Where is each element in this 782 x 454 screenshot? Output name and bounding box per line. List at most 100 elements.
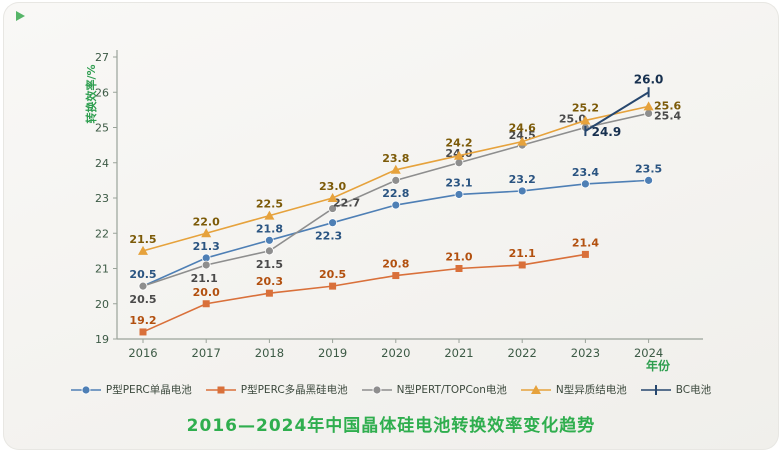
data-label: 24.9 bbox=[592, 125, 622, 139]
data-label: 23.0 bbox=[319, 180, 346, 193]
data-label: 21.1 bbox=[191, 272, 218, 285]
marker-square bbox=[329, 282, 337, 290]
x-tick-label: 2017 bbox=[192, 346, 221, 360]
data-label: 22.0 bbox=[193, 215, 220, 228]
data-label: 23.2 bbox=[509, 173, 536, 186]
legend-label: P型PERC单晶电池 bbox=[105, 384, 192, 396]
legend-label: N型异质结电池 bbox=[555, 384, 627, 396]
series-line bbox=[142, 253, 586, 333]
y-tick-label: 25 bbox=[95, 122, 109, 135]
legend-item: BC电池 bbox=[640, 382, 712, 397]
data-label: 25.6 bbox=[654, 99, 681, 112]
data-label: 22.7 bbox=[333, 197, 360, 210]
marker-square bbox=[217, 386, 225, 393]
legend-circle-icon bbox=[70, 385, 101, 394]
marker-square bbox=[202, 300, 210, 308]
marker-circle bbox=[454, 190, 464, 199]
x-tick-label: 2021 bbox=[444, 346, 473, 360]
data-label: 25.4 bbox=[654, 109, 681, 122]
data-label: 19.2 bbox=[129, 314, 156, 327]
data-label: 20.3 bbox=[256, 275, 283, 288]
x-tick-label: 2016 bbox=[128, 346, 157, 360]
marker-triangle bbox=[454, 150, 464, 160]
marker-triangle bbox=[580, 115, 591, 125]
legend-label: BC电池 bbox=[675, 384, 712, 396]
legend-label: N型PERT/TOPCon电池 bbox=[396, 384, 507, 396]
marker-circle bbox=[81, 385, 91, 394]
marker-circle bbox=[328, 218, 338, 228]
marker-circle bbox=[644, 175, 653, 185]
marker-square bbox=[518, 261, 526, 269]
marker-square bbox=[265, 289, 273, 297]
data-label: 24.6 bbox=[509, 122, 536, 135]
legend-item: P型PERC多晶黑硅电池 bbox=[205, 382, 348, 397]
x-tick-label: 2023 bbox=[571, 346, 600, 360]
legend-item: N型PERT/TOPCon电池 bbox=[361, 382, 507, 397]
chart-title: 2016—2024年中国晶体硅电池转换效率变化趋势 bbox=[186, 416, 596, 436]
y-tick-label: 21 bbox=[95, 263, 109, 276]
legend-tick-icon bbox=[640, 384, 671, 395]
marker-triangle bbox=[517, 136, 528, 146]
legend-triangle-icon bbox=[520, 384, 551, 394]
legend-item: N型异质结电池 bbox=[520, 382, 627, 397]
data-label: 20.5 bbox=[319, 268, 346, 281]
data-label: 22.8 bbox=[382, 187, 409, 200]
marker-circle bbox=[517, 186, 527, 196]
data-label: 20.5 bbox=[129, 268, 156, 281]
y-tick-label: 24 bbox=[95, 157, 109, 170]
marker-triangle bbox=[643, 101, 654, 111]
data-label: 21.1 bbox=[509, 247, 536, 260]
marker-circle bbox=[391, 200, 401, 210]
data-label: 22.3 bbox=[315, 230, 342, 243]
legend-square-icon bbox=[205, 386, 236, 393]
chart-card: 19 20 21 22 23 24 25 26 27 2016 2017 2018 2019 2020 20… bbox=[3, 2, 779, 450]
marker-triangle bbox=[390, 164, 401, 174]
data-label: 21.3 bbox=[193, 240, 220, 253]
data-label: 20.5 bbox=[129, 293, 156, 306]
x-axis-title: 年份 bbox=[646, 358, 671, 373]
corner-leaf-icon bbox=[16, 11, 25, 21]
marker-square bbox=[455, 265, 463, 272]
legend-label: P型PERC多晶黑硅电池 bbox=[240, 384, 348, 396]
legend-item: P型PERC单晶电池 bbox=[70, 382, 192, 397]
marker-circle bbox=[454, 158, 464, 168]
series-line bbox=[584, 91, 650, 132]
data-label: 23.8 bbox=[382, 152, 409, 165]
data-label: 21.0 bbox=[445, 251, 472, 264]
y-tick-label: 23 bbox=[95, 192, 109, 205]
x-tick-label: 2019 bbox=[318, 346, 347, 360]
marker-triangle bbox=[530, 384, 541, 394]
legend-circle-icon bbox=[361, 385, 392, 394]
data-label: 20.8 bbox=[382, 258, 409, 271]
x-tick-label: 2024 bbox=[634, 346, 663, 360]
data-label: 25.2 bbox=[572, 101, 599, 114]
data-label: 24.2 bbox=[445, 137, 472, 150]
y-tick-label: 26 bbox=[95, 86, 109, 99]
marker-triangle bbox=[264, 210, 275, 220]
marker-triangle bbox=[138, 245, 148, 255]
y-tick-label: 22 bbox=[95, 227, 109, 240]
marker-circle bbox=[372, 385, 382, 394]
marker-circle bbox=[391, 175, 401, 185]
y-tick-label: 19 bbox=[95, 333, 109, 346]
y-axis-title: 转换效率/% bbox=[84, 64, 98, 123]
data-label: 26.0 bbox=[634, 72, 664, 86]
marker-circle bbox=[328, 204, 338, 213]
data-label: 21.4 bbox=[572, 236, 599, 249]
x-tick-label: 2022 bbox=[508, 346, 537, 360]
y-tick-label: 27 bbox=[95, 51, 109, 64]
x-tick-label: 2018 bbox=[255, 346, 284, 360]
data-label: 20.0 bbox=[193, 286, 220, 299]
data-label: 21.5 bbox=[129, 233, 156, 246]
marker-square bbox=[581, 250, 589, 258]
marker-circle bbox=[581, 179, 590, 189]
marker-circle bbox=[264, 246, 274, 256]
efficiency-line-chart: 19 2021 22 23 24 25 26 27 2016 2017 2018 2019 2020 20… bbox=[84, 50, 703, 373]
chart-legend: P型PERC单晶电池 P型PERC多晶黑硅电池 N型PERT/TOPCon电池 N型异… bbox=[3, 382, 779, 397]
marker-circle bbox=[644, 109, 653, 118]
data-label: 23.1 bbox=[445, 176, 472, 189]
marker-square bbox=[139, 328, 147, 336]
data-label: 23.5 bbox=[635, 162, 662, 175]
x-tick-label: 2020 bbox=[381, 346, 410, 360]
data-label: 21.5 bbox=[256, 258, 283, 271]
